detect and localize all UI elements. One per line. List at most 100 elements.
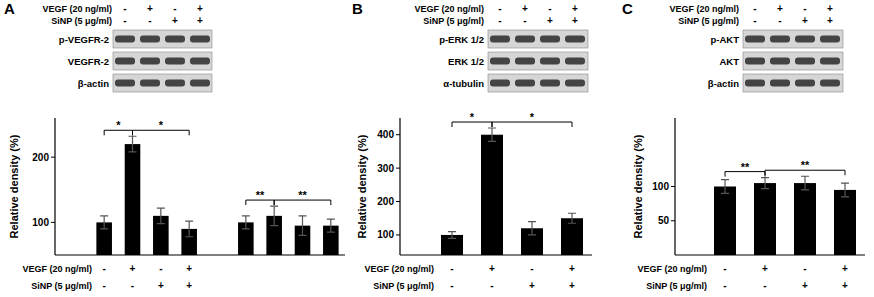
blot-band <box>565 80 585 87</box>
treatment-mark: - <box>148 15 151 26</box>
panel-letter: C <box>622 0 633 17</box>
error-bar <box>721 180 729 194</box>
treatment-mark: - <box>753 15 756 26</box>
blot-label: p-VEGFR-2 <box>59 34 109 45</box>
blot-label: β-actin <box>78 78 109 89</box>
bar <box>125 144 141 255</box>
blot-band <box>515 80 535 87</box>
treatment-mark: - <box>498 3 501 14</box>
condition-label: SiNP (5 μg/ml) <box>373 281 434 291</box>
condition-mark: + <box>762 263 768 274</box>
condition-mark: - <box>803 263 806 274</box>
bar <box>794 183 816 255</box>
y-tick-label: 200 <box>32 152 49 163</box>
blot-strip <box>743 74 843 92</box>
condition-mark: - <box>102 280 105 291</box>
bar-chart: 100200Relative density (%)******VEGF (20… <box>8 118 345 291</box>
y-tick-label: 100 <box>652 181 669 192</box>
error-bar <box>157 208 165 224</box>
significance-label: ** <box>298 189 307 201</box>
figure: AVEGF (20 ng/ml)-+-+SiNP (5 μg/ml)--++p-… <box>0 0 874 297</box>
bar <box>714 187 736 256</box>
condition-mark: - <box>159 263 162 274</box>
blot-panel: CVEGF (20 ng/ml)-+-+SiNP (5 μg/ml)--++p-… <box>622 0 843 92</box>
blot-band <box>745 36 765 43</box>
error-bar <box>801 176 809 190</box>
y-tick <box>396 234 400 235</box>
blot-band <box>565 58 585 65</box>
treatment-label: SiNP (5 μg/ml) <box>51 16 112 26</box>
significance-label: * <box>530 111 535 123</box>
blot-band <box>770 58 790 65</box>
condition-mark: - <box>450 263 453 274</box>
bar <box>481 135 503 255</box>
error-bar <box>129 136 137 152</box>
treatment-label: SiNP (5 μg/ml) <box>423 16 484 26</box>
treatment-mark: - <box>523 15 526 26</box>
blot-label: ERK 1/2 <box>448 56 484 67</box>
condition-mark: + <box>802 280 808 291</box>
blot-label: p-ERK 1/2 <box>439 34 484 45</box>
treatment-mark: + <box>197 3 203 14</box>
bar <box>754 183 776 255</box>
y-tick <box>51 222 55 223</box>
blot-band <box>795 36 815 43</box>
y-tick <box>51 157 55 158</box>
blot-band <box>820 36 840 43</box>
bar-chart: 100200300400Relative density (%)**VEGF (… <box>356 111 592 291</box>
error-bar <box>327 219 335 232</box>
blot-band <box>795 80 815 87</box>
significance-label: ** <box>741 161 750 173</box>
treatment-mark: + <box>827 3 833 14</box>
significance-label: * <box>159 119 164 131</box>
blot-panel: AVEGF (20 ng/ml)-+-+SiNP (5 μg/ml)--++p-… <box>4 0 212 92</box>
y-tick <box>671 220 675 221</box>
treatment-label: VEGF (20 ng/ml) <box>42 4 112 14</box>
error-bar <box>488 128 496 141</box>
treatment-mark: + <box>522 3 528 14</box>
blot-band <box>770 36 790 43</box>
y-tick-label: 300 <box>377 163 394 174</box>
condition-mark: - <box>723 263 726 274</box>
treatment-mark: - <box>173 3 176 14</box>
treatment-mark: + <box>777 3 783 14</box>
blot-band <box>115 58 135 65</box>
panel-letter: A <box>4 0 15 17</box>
blot-band <box>745 58 765 65</box>
condition-label: VEGF (20 ng/ml) <box>364 264 434 274</box>
bars <box>441 128 583 255</box>
bars <box>714 176 856 255</box>
condition-mark: - <box>763 280 766 291</box>
treatment-label: SiNP (5 μg/ml) <box>678 16 739 26</box>
blot-band <box>820 58 840 65</box>
blot-strip <box>743 30 843 48</box>
error-bar <box>242 216 250 229</box>
blot-band <box>745 80 765 87</box>
treatment-mark: + <box>572 3 578 14</box>
y-tick <box>396 201 400 202</box>
y-axis <box>54 118 55 255</box>
bars <box>96 136 338 255</box>
treatment-mark: + <box>547 15 553 26</box>
treatment-mark: + <box>802 15 808 26</box>
blot-label: AKT <box>719 56 739 67</box>
blot-strip <box>113 30 212 48</box>
blot-label: α-tubulin <box>443 78 484 89</box>
condition-mark: + <box>186 280 192 291</box>
treatment-mark: - <box>123 3 126 14</box>
blot-band <box>540 80 560 87</box>
blot-band <box>770 80 790 87</box>
y-axis-label: Relative density (%) <box>632 134 644 238</box>
blot-band <box>165 36 185 43</box>
blot-band <box>190 58 210 65</box>
blot-band <box>515 36 535 43</box>
treatment-mark: - <box>803 3 806 14</box>
condition-mark: - <box>131 280 134 291</box>
condition-mark: + <box>130 263 136 274</box>
blot-label: VEGFR-2 <box>68 56 109 67</box>
bar-chart: 50100Relative density (%)****VEGF (20 ng… <box>632 118 865 291</box>
blot-band <box>795 58 815 65</box>
blot-label: p-AKT <box>711 34 740 45</box>
treatment-mark: + <box>197 15 203 26</box>
error-bar <box>299 216 307 236</box>
